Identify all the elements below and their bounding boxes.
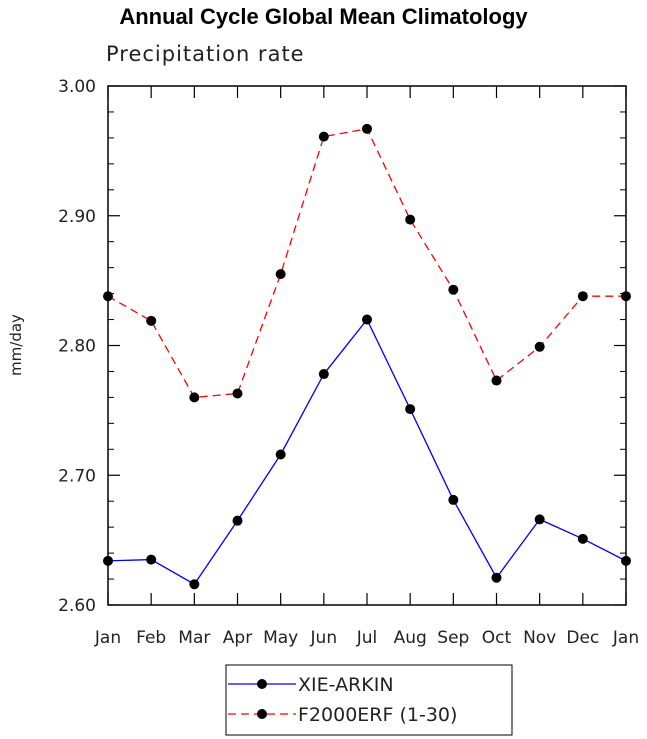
series-line-f2000erf bbox=[107, 128, 626, 399]
x-tick-label: May bbox=[263, 628, 298, 648]
data-point-f2000erf bbox=[448, 284, 459, 295]
data-point-xie-arkin bbox=[491, 572, 502, 583]
data-point-f2000erf bbox=[232, 388, 243, 399]
x-tick-label: Feb bbox=[136, 628, 166, 648]
data-point-f2000erf bbox=[534, 341, 545, 352]
data-point-xie-arkin bbox=[146, 554, 157, 565]
y-tick-label: 2.60 bbox=[58, 596, 96, 616]
y-tick-label: 3.00 bbox=[58, 77, 96, 97]
legend-label-xie-arkin: XIE-ARKIN bbox=[298, 674, 394, 696]
x-tick-label: Sep bbox=[437, 628, 469, 648]
y-tick-label: 2.90 bbox=[58, 207, 96, 227]
data-point-xie-arkin bbox=[534, 514, 545, 525]
x-tick-label: Aug bbox=[394, 628, 427, 648]
data-point-xie-arkin bbox=[448, 494, 459, 505]
data-point-xie-arkin bbox=[405, 404, 416, 415]
y-tick-label: 2.80 bbox=[58, 337, 96, 357]
data-point-f2000erf bbox=[318, 131, 329, 142]
legend-label-f2000erf: F2000ERF (1-30) bbox=[298, 704, 457, 726]
data-point-f2000erf bbox=[491, 375, 502, 386]
data-point-f2000erf bbox=[275, 269, 286, 280]
data-point-xie-arkin bbox=[232, 515, 243, 526]
data-point-f2000erf bbox=[362, 123, 372, 134]
data-point-xie-arkin bbox=[362, 314, 372, 325]
x-tick-label: Jan bbox=[612, 628, 639, 648]
x-tick-label: Jun bbox=[310, 628, 338, 648]
legend: XIE-ARKIN F2000ERF (1-30) bbox=[225, 664, 513, 736]
x-tick-label: Apr bbox=[223, 628, 252, 648]
chart-subtitle: Precipitation rate bbox=[106, 42, 305, 66]
x-tick-label: Jan bbox=[94, 628, 121, 648]
x-tick-label: Jul bbox=[356, 628, 378, 648]
ticks-layer: 2.60 2.70 2.80 2.90 3.00 Jan Feb Mar Apr May Jun Ju… bbox=[58, 77, 639, 648]
data-point-f2000erf bbox=[189, 392, 200, 403]
series-line-xie-arkin bbox=[107, 318, 627, 586]
y-axis-label: mm/day bbox=[7, 314, 25, 376]
data-point-xie-arkin bbox=[577, 533, 588, 544]
y-tick-label: 2.70 bbox=[58, 466, 96, 486]
series-layer bbox=[103, 123, 631, 590]
x-tick-label: Dec bbox=[566, 628, 599, 648]
data-point-f2000erf bbox=[405, 214, 416, 225]
x-tick-label: Mar bbox=[178, 628, 210, 648]
x-tick-label: Oct bbox=[482, 628, 512, 648]
plot-frame bbox=[107, 85, 627, 606]
data-point-f2000erf bbox=[146, 315, 157, 326]
chart-title: Annual Cycle Global Mean Climatology bbox=[119, 4, 528, 29]
legend-marker-xie-arkin bbox=[257, 679, 267, 689]
data-point-xie-arkin bbox=[275, 449, 286, 460]
legend-marker-f2000erf bbox=[257, 709, 267, 719]
data-point-xie-arkin bbox=[189, 579, 200, 590]
x-tick-label: Nov bbox=[523, 628, 556, 648]
legend-box bbox=[225, 664, 513, 736]
data-point-xie-arkin bbox=[318, 369, 329, 380]
data-point-f2000erf bbox=[577, 291, 588, 302]
